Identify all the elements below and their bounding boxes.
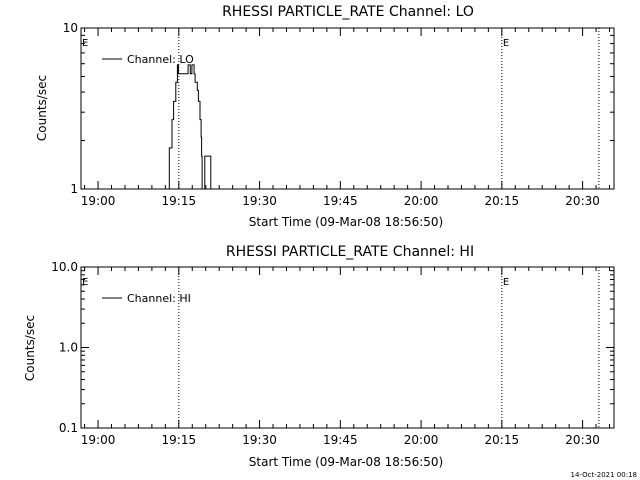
y-tick-label: 1.0	[59, 341, 78, 355]
panel-hi: RHESSI PARTICLE_RATE Channel: HI 19:00 19…	[23, 244, 615, 469]
flag-left-lo: E	[82, 38, 88, 49]
event-lines-hi: E	[178, 267, 600, 428]
legend-lo: Channel: LO	[102, 53, 194, 66]
legend-label: Channel: LO	[127, 53, 194, 66]
x-tick-label: 19:30	[242, 194, 277, 208]
x-tick-label: 19:00	[81, 433, 116, 447]
chart-title-lo: RHESSI PARTICLE_RATE Channel: LO	[222, 4, 474, 20]
x-tick-label: 19:45	[323, 194, 358, 208]
event-line-label: E	[503, 277, 509, 288]
chart-title-hi: RHESSI PARTICLE_RATE Channel: HI	[226, 244, 474, 260]
legend-label: Channel: HI	[127, 292, 191, 305]
x-tick-label: 20:00	[404, 194, 439, 208]
x-tick-label: 20:15	[485, 433, 520, 447]
x-tick-label: 19:15	[162, 194, 197, 208]
x-tick-label: 19:15	[162, 433, 197, 447]
x-tick-label: 20:00	[404, 433, 439, 447]
y-tick-label: 0.1	[59, 421, 78, 435]
series-lo	[168, 64, 212, 190]
legend-hi: Channel: HI	[102, 292, 191, 305]
y-axis-label-lo: Counts/sec	[35, 75, 49, 141]
y-axis-label-hi: Counts/sec	[23, 315, 37, 381]
x-tick-label: 20:30	[565, 194, 600, 208]
plot-frame-lo	[80, 27, 615, 190]
flag-left-hi: E	[82, 277, 88, 288]
y-tick-label: 1	[70, 182, 78, 196]
x-tick-label: 20:30	[565, 433, 600, 447]
event-line-label: E	[503, 38, 509, 49]
event-lines-lo: E	[178, 28, 600, 189]
x-axis-label-lo: Start Time (09-Mar-08 18:56:50)	[249, 215, 443, 229]
ticks-hi: 19:00 19:15 19:30 19:45 20:00 20:15 20:30 0.1 1.…	[51, 260, 614, 447]
x-tick-label: 19:30	[242, 433, 277, 447]
series-line	[168, 64, 212, 190]
y-tick-label: 10	[63, 21, 78, 35]
timestamp-footer: 14-Oct-2021 00:18	[571, 471, 637, 479]
x-axis-label-hi: Start Time (09-Mar-08 18:56:50)	[249, 455, 443, 469]
x-tick-label: 19:00	[81, 194, 116, 208]
ticks-lo: 19:00 19:15 19:30 19:45 20:00 20:15 20:30 1 10	[63, 21, 614, 208]
x-tick-label: 19:45	[323, 433, 358, 447]
panel-lo: RHESSI PARTICLE_RATE Channel: LO 19:00 19…	[35, 4, 615, 229]
y-tick-label: 10.0	[51, 260, 78, 274]
x-tick-label: 20:15	[485, 194, 520, 208]
